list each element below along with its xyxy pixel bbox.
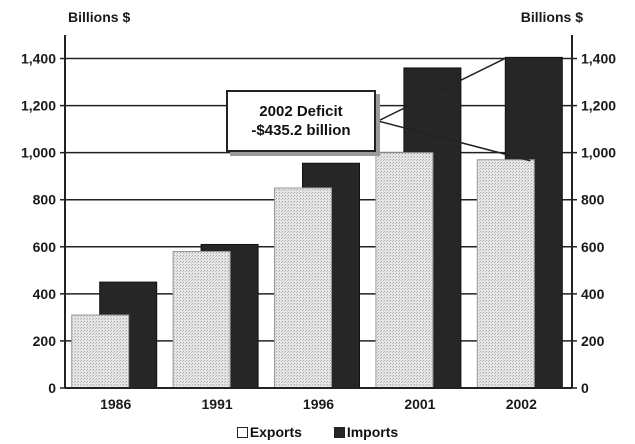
- x-tick-label: 1986: [100, 396, 131, 412]
- leader-line-imports: [377, 57, 506, 122]
- y-tick-label-right: 1,400: [581, 51, 616, 67]
- leader-line-exports: [377, 120, 531, 162]
- bar-exports-1986: [71, 314, 130, 389]
- y-tick-label-right: 400: [581, 286, 605, 302]
- legend-label-exports: Exports: [249, 424, 302, 440]
- y-tick-label-right: 1,000: [581, 145, 616, 161]
- y-tick-label-right: 600: [581, 239, 605, 255]
- bars: [71, 56, 563, 389]
- y-tick-label-left: 800: [33, 192, 57, 208]
- y-tick-label-right: 200: [581, 333, 605, 349]
- x-tick-label: 1991: [202, 396, 233, 412]
- deficit-callout-value: -$435.2 billion: [251, 122, 351, 139]
- x-tick-label: 2001: [404, 396, 435, 412]
- axes: 0 0 200 200 400 400 600 600 800 800 1,000 1,000 1,20…: [21, 35, 616, 412]
- bar-exports-2002: [476, 159, 535, 389]
- legend-swatch-imports: [333, 426, 345, 438]
- y-tick-label-right: 0: [581, 380, 589, 396]
- bar-exports-1996: [274, 187, 332, 389]
- y-tick-label-right: 800: [581, 192, 605, 208]
- y-tick-label-left: 1,400: [21, 51, 56, 67]
- y-tick-label-right: 1,200: [581, 98, 616, 114]
- legend-item-imports: Imports: [333, 424, 399, 440]
- y-tick-label-left: 200: [33, 333, 57, 349]
- y-axis-label-left: Billions $: [68, 9, 130, 25]
- deficit-leader-lines: [377, 57, 531, 162]
- y-tick-label-left: 600: [33, 239, 57, 255]
- bar-exports-1991: [172, 251, 231, 389]
- y-tick-label-left: 0: [48, 380, 56, 396]
- x-tick-label: 2002: [506, 396, 537, 412]
- y-tick-label-left: 1,000: [21, 145, 56, 161]
- legend: Exports Imports: [0, 424, 635, 441]
- y-tick-label-left: 1,200: [21, 98, 56, 114]
- legend-label-imports: Imports: [346, 424, 399, 440]
- deficit-callout-title: 2002 Deficit: [259, 103, 343, 120]
- y-tick-label-left: 400: [33, 286, 57, 302]
- legend-item-exports: Exports: [236, 424, 302, 440]
- y-axis-label-right: Billions $: [521, 9, 583, 25]
- legend-swatch-exports: [236, 426, 248, 438]
- bar-exports-2001: [375, 152, 434, 389]
- deficit-callout: 2002 Deficit -$435.2 billion: [226, 90, 376, 152]
- x-tick-label: 1996: [303, 396, 334, 412]
